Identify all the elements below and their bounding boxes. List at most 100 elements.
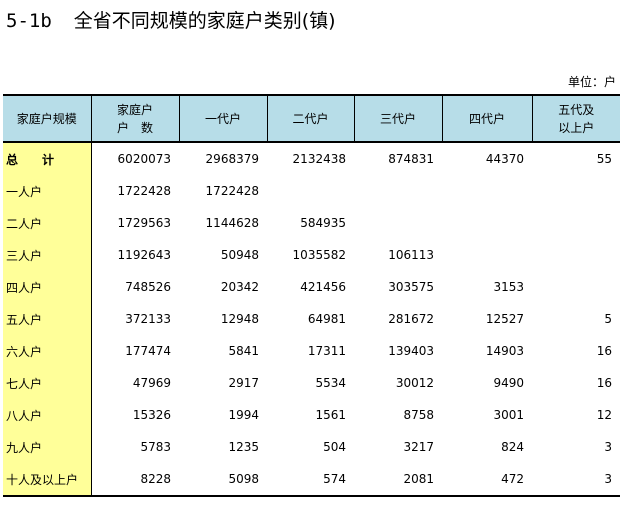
- household-table: 家庭户规模 家庭户户 数 一代户 二代户 三代户 四代户 五代及 以上户 总 计 6…: [3, 94, 620, 497]
- table-row: 二人户 1729563 1144628 584935: [3, 207, 620, 239]
- table-cell: 106113: [388, 248, 434, 262]
- row-label: 九人户: [3, 431, 92, 463]
- row-label: 三人户: [3, 239, 92, 271]
- table-cell: 12527: [485, 312, 524, 326]
- table-cell: 17311: [307, 344, 346, 358]
- row-label: 四人户: [3, 271, 92, 303]
- table-cell: 3001: [493, 408, 524, 422]
- header-three-generation: 三代户: [353, 94, 442, 143]
- table-cell: 5: [604, 312, 612, 326]
- table-cell: 2917: [228, 376, 259, 390]
- row-label: 五人户: [3, 303, 92, 335]
- table-body: 总 计 6020073 2968379 2132438 874831 44370 55 一人户…: [3, 142, 620, 497]
- table-title: 全省不同规模的家庭户类别(镇): [73, 10, 336, 32]
- table-cell: 303575: [388, 280, 434, 294]
- table-row: 五人户 372133 12948 64981 281672 12527 5: [3, 303, 620, 335]
- table-cell: 1722428: [205, 184, 259, 198]
- table-cell: 15326: [132, 408, 171, 422]
- header-row: 家庭户规模 家庭户户 数 一代户 二代户 三代户 四代户 五代及 以上户: [3, 94, 620, 143]
- table-cell: [442, 239, 532, 271]
- unit-label: 单位：户: [567, 75, 616, 89]
- table-cell: [532, 175, 620, 207]
- table-cell: 16: [596, 376, 612, 390]
- table-row: 八人户 15326 1994 1561 8758 3001 12: [3, 399, 620, 431]
- table-cell: 421456: [300, 280, 346, 294]
- table-cell: 16: [596, 344, 612, 358]
- table-cell: 3: [604, 440, 612, 454]
- table-cell: [267, 175, 354, 207]
- table-cell: [442, 207, 532, 239]
- table-cell: [354, 175, 442, 207]
- table-row: 六人户 177474 5841 17311 139403 14903 16: [3, 335, 620, 367]
- table-cell: 472: [442, 463, 532, 497]
- table-cell: 8758: [403, 408, 434, 422]
- table-cell: 177474: [125, 344, 171, 358]
- table-cell: 8228: [91, 463, 179, 497]
- table-cell: 55: [596, 152, 612, 166]
- header-five-plus-generation: 五代及 以上户: [531, 94, 620, 143]
- header-household-count: 家庭户户 数: [90, 94, 179, 143]
- table-cell: 5841: [228, 344, 259, 358]
- table-cell: 50948: [220, 248, 259, 262]
- page-title: 5-1b 全省不同规模的家庭户类别(镇): [6, 6, 336, 33]
- table-row: 十人及以上户 8228 5098 574 2081 472 3: [3, 463, 620, 497]
- row-label: 总 计: [3, 142, 92, 175]
- table-cell: 1144628: [205, 216, 259, 230]
- row-label: 十人及以上户: [3, 463, 92, 497]
- table-cell: 1729563: [117, 216, 171, 230]
- table-cell: [532, 271, 620, 303]
- row-label: 二人户: [3, 207, 92, 239]
- table-cell: 281672: [388, 312, 434, 326]
- table-cell: 20342: [220, 280, 259, 294]
- table-cell: 12: [596, 408, 612, 422]
- table-cell: 2132438: [292, 152, 346, 166]
- table-row: 总 计 6020073 2968379 2132438 874831 44370 55: [3, 142, 620, 175]
- table-cell: 6020073: [117, 152, 171, 166]
- table-cell: 1192643: [117, 248, 171, 262]
- table-cell: 504: [323, 440, 346, 454]
- table-row: 九人户 5783 1235 504 3217 824 3: [3, 431, 620, 463]
- table-cell: 2081: [354, 463, 442, 497]
- header-household-size: 家庭户规模: [3, 94, 91, 143]
- header-two-generation: 二代户: [266, 94, 354, 143]
- table-row: 三人户 1192643 50948 1035582 106113: [3, 239, 620, 271]
- table-row: 一人户 1722428 1722428: [3, 175, 620, 207]
- table-cell: 1994: [228, 408, 259, 422]
- table-cell: 5783: [140, 440, 171, 454]
- table-row: 四人户 748526 20342 421456 303575 3153: [3, 271, 620, 303]
- row-label: 七人户: [3, 367, 92, 399]
- table-cell: 12948: [220, 312, 259, 326]
- header-four-generation: 四代户: [441, 94, 532, 143]
- table-cell: 748526: [125, 280, 171, 294]
- table-cell: 30012: [395, 376, 434, 390]
- table-cell: 3217: [403, 440, 434, 454]
- table-cell: 1722428: [117, 184, 171, 198]
- table-cell: 824: [501, 440, 524, 454]
- row-label: 六人户: [3, 335, 92, 367]
- table-cell: 14903: [485, 344, 524, 358]
- table-cell: 1235: [228, 440, 259, 454]
- table-cell: 64981: [307, 312, 346, 326]
- table-cell: [442, 175, 532, 207]
- table-cell: 3153: [493, 280, 524, 294]
- table-cell: 5098: [179, 463, 267, 497]
- table-cell: 139403: [388, 344, 434, 358]
- table-cell: 1561: [315, 408, 346, 422]
- table-cell: 47969: [132, 376, 171, 390]
- table-cell: 5534: [315, 376, 346, 390]
- table-cell: 9490: [493, 376, 524, 390]
- table-cell: 874831: [388, 152, 434, 166]
- table-number: 5-1b: [6, 10, 52, 32]
- table-cell: 584935: [300, 216, 346, 230]
- table-cell: 1035582: [292, 248, 346, 262]
- row-label: 一人户: [3, 175, 92, 207]
- table-cell: 574: [267, 463, 354, 497]
- table-cell: 44370: [485, 152, 524, 166]
- table-row: 七人户 47969 2917 5534 30012 9490 16: [3, 367, 620, 399]
- header-one-generation: 一代户: [178, 94, 267, 143]
- table-cell: [532, 239, 620, 271]
- table-cell: 372133: [125, 312, 171, 326]
- table-cell: [354, 207, 442, 239]
- table-cell: 3: [532, 463, 620, 497]
- table-cell: [532, 207, 620, 239]
